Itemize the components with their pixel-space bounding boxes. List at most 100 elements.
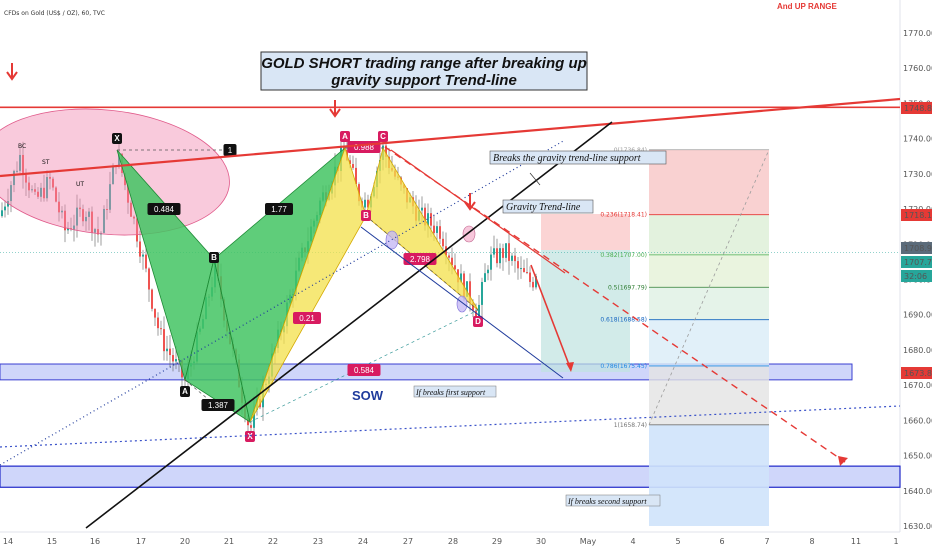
candle-body <box>430 213 432 226</box>
pattern-point-badge <box>378 131 388 142</box>
candle-body <box>355 167 357 185</box>
candle-body <box>16 170 18 172</box>
gravity-trendline-text: Gravity Trend-line <box>506 202 581 213</box>
candle-body <box>130 202 132 217</box>
time-tick-label: 30 <box>536 537 546 546</box>
time-tick-label: 15 <box>47 537 57 546</box>
first-support-text: If breaks first support <box>415 388 486 397</box>
candle-body <box>364 199 366 208</box>
fib-band <box>649 287 769 320</box>
candle-body <box>19 154 21 171</box>
candle-body <box>37 191 39 197</box>
time-tick-label: 17 <box>136 537 146 546</box>
time-tick-label: 14 <box>3 537 13 546</box>
time-tick-label: 6 <box>719 537 724 546</box>
candle-body <box>442 238 444 247</box>
price-tick-label: 1770.00 <box>903 29 932 38</box>
annotation-pointer <box>529 172 541 186</box>
fib-level-label: 0.5(1697.79) <box>608 284 647 291</box>
price-tag-badge <box>901 367 932 379</box>
time-tick-label: 23 <box>313 537 323 546</box>
candle-body <box>517 261 519 269</box>
candle-body <box>433 225 435 233</box>
candle-body <box>28 182 30 191</box>
down-arrow-head <box>329 108 341 118</box>
ratio-badge <box>265 203 293 215</box>
second-support-text: If breaks second support <box>567 497 647 506</box>
time-tick-label: 21 <box>224 537 234 546</box>
price-tick-label: 1740.00 <box>903 135 932 144</box>
time-tick-label: 5 <box>675 537 680 546</box>
fib-band <box>649 149 769 215</box>
wyckoff-label: ST <box>42 159 50 166</box>
ratio-label: 1.77 <box>271 205 287 214</box>
breaks-gravity-text: Breaks the gravity trend-line support <box>493 153 641 164</box>
pattern-point-label: X <box>247 432 253 441</box>
candle-body <box>175 359 177 362</box>
candle-body <box>532 281 534 288</box>
ratio-label: 2.798 <box>410 255 431 264</box>
time-tick-label: 7 <box>764 537 769 546</box>
pattern-point-label: B <box>211 253 217 262</box>
candle-body <box>421 207 423 211</box>
price-tick-label: 1690.00 <box>903 311 932 320</box>
title-box <box>260 51 588 91</box>
candle-body <box>79 207 81 210</box>
fib-level-label: 0(1736.84) <box>614 147 647 154</box>
candle-body <box>97 229 99 235</box>
breaks-gravity-box <box>489 150 667 165</box>
ratio-badge <box>201 399 235 411</box>
candle-body <box>451 257 453 266</box>
price-tags: 1748.89 1718.15 1708.90 1707.70 32:06 1673.89 <box>901 102 932 379</box>
candle-body <box>424 207 426 226</box>
time-tick-label: 8 <box>809 537 814 546</box>
ratio-label: 0.584 <box>354 366 375 375</box>
candle-body <box>154 308 156 318</box>
time-tick-label: 20 <box>180 537 190 546</box>
candle-body <box>439 226 441 239</box>
ratio-badge <box>403 253 437 265</box>
fib-level-label: 0.786(1675.45) <box>600 363 647 370</box>
ratio-badge <box>147 203 181 215</box>
candle-body <box>103 208 105 233</box>
candle-body <box>4 206 6 211</box>
price-tag-badge <box>901 270 932 282</box>
price-tick-label: 1650.00 <box>903 452 932 461</box>
candle-body <box>523 268 525 273</box>
candle-body <box>160 328 162 330</box>
candle-body <box>487 269 489 274</box>
price-tag-label: 1708.90 <box>904 244 932 253</box>
gravity-trend-line <box>85 121 613 529</box>
price-tick-label: 1760.00 <box>903 64 932 73</box>
ratio-label: 0.988 <box>354 143 375 152</box>
candle-body <box>64 210 66 231</box>
ratio-badge <box>223 144 237 156</box>
price-tag-label: 1748.89 <box>904 104 932 113</box>
price-tick-label: 1680.00 <box>903 346 932 355</box>
candle-body <box>151 289 153 309</box>
price-tag-badge <box>901 209 932 221</box>
ratio-badge <box>347 364 381 376</box>
candle-body <box>454 265 456 270</box>
candle-body <box>520 268 522 270</box>
price-tag-label: 1673.89 <box>904 369 932 378</box>
candle-body <box>496 248 498 264</box>
fib-band <box>649 365 769 425</box>
candle-body <box>85 216 87 222</box>
candle-body <box>1 210 3 217</box>
time-tick-label: 16 <box>90 537 100 546</box>
candle-body <box>349 160 351 165</box>
candle-body <box>469 281 471 303</box>
candle-body <box>493 248 495 255</box>
pattern-point-label: C <box>380 132 386 141</box>
down-arrow-head <box>6 71 18 81</box>
price-tick-label: 1670.00 <box>903 381 932 390</box>
candle-body <box>112 165 114 185</box>
short-position-risk <box>541 214 630 250</box>
candle-body <box>172 355 174 362</box>
candle-body <box>526 272 528 274</box>
projected-path-arrow-head <box>838 456 848 466</box>
candle-body <box>67 228 69 231</box>
candle-body <box>463 273 465 297</box>
